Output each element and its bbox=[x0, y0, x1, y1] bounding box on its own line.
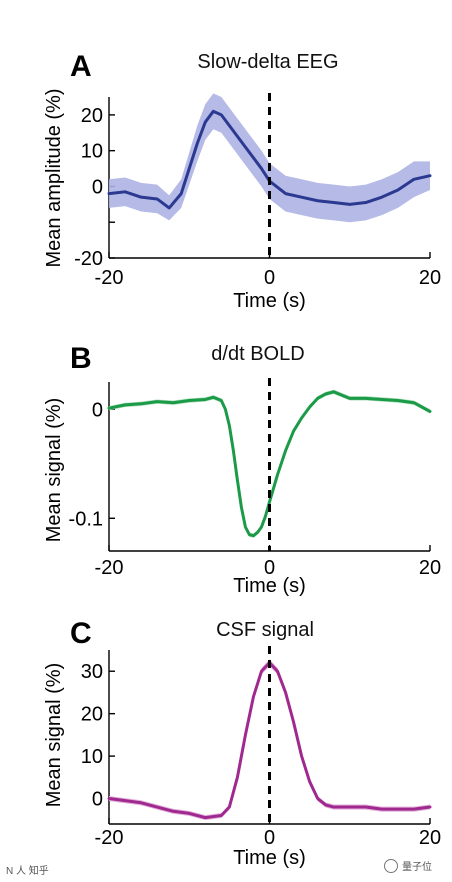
panel-a: A Slow-delta EEG -20 0 20 -20 0 10 20 Time (s) Mea… bbox=[43, 50, 441, 312]
y-tick-label: 30 bbox=[81, 661, 103, 683]
panel-letter: A bbox=[70, 50, 92, 83]
y-tick-label: -20 bbox=[74, 248, 103, 270]
panel-letter: C bbox=[70, 617, 92, 650]
series-line bbox=[107, 661, 432, 820]
y-axis-label: Mean amplitude (%) bbox=[43, 89, 65, 268]
wechat-icon bbox=[384, 858, 398, 873]
panel-c: C CSF signal -20 0 20 0 10 20 30 Time (s) Mean sig… bbox=[43, 617, 441, 869]
y-tick-label: 0 bbox=[92, 789, 103, 811]
x-tick-label: -20 bbox=[95, 557, 124, 579]
x-tick-label: 20 bbox=[419, 557, 441, 579]
y-tick-label: -0.1 bbox=[69, 508, 103, 530]
watermark-left: N 人 知乎 bbox=[6, 866, 49, 877]
y-axis-label: Mean signal (%) bbox=[43, 398, 65, 543]
series-line bbox=[107, 109, 432, 210]
watermark-right-label: 量子位 bbox=[402, 862, 432, 873]
panel-title: d/dt BOLD bbox=[211, 343, 304, 365]
confidence-band bbox=[109, 93, 430, 223]
panel-title: CSF signal bbox=[216, 619, 314, 641]
x-tick-label: 0 bbox=[264, 267, 275, 289]
x-axis-label: Time (s) bbox=[233, 575, 306, 597]
y-tick-label: 10 bbox=[81, 141, 103, 163]
y-axis-label: Mean signal (%) bbox=[43, 663, 65, 808]
y-tick-label: 0 bbox=[92, 399, 103, 421]
panel-letter: B bbox=[70, 342, 92, 375]
x-tick-label: 0 bbox=[264, 557, 275, 579]
x-tick-label: -20 bbox=[95, 267, 124, 289]
x-tick-label: -20 bbox=[95, 827, 124, 849]
y-tick-label: 0 bbox=[92, 176, 103, 198]
panel-title: Slow-delta EEG bbox=[197, 51, 338, 73]
x-tick-label: 20 bbox=[419, 267, 441, 289]
confidence-band bbox=[109, 659, 430, 821]
y-tick-label: 10 bbox=[81, 746, 103, 768]
y-tick-label: 20 bbox=[81, 105, 103, 127]
watermark-right: 量子位 bbox=[384, 858, 432, 873]
x-axis-label: Time (s) bbox=[233, 847, 306, 869]
y-tick-label: 20 bbox=[81, 704, 103, 726]
x-axis-label: Time (s) bbox=[233, 290, 306, 312]
x-tick-label: 0 bbox=[264, 827, 275, 849]
series-line bbox=[107, 390, 432, 538]
x-tick-label: 20 bbox=[419, 827, 441, 849]
